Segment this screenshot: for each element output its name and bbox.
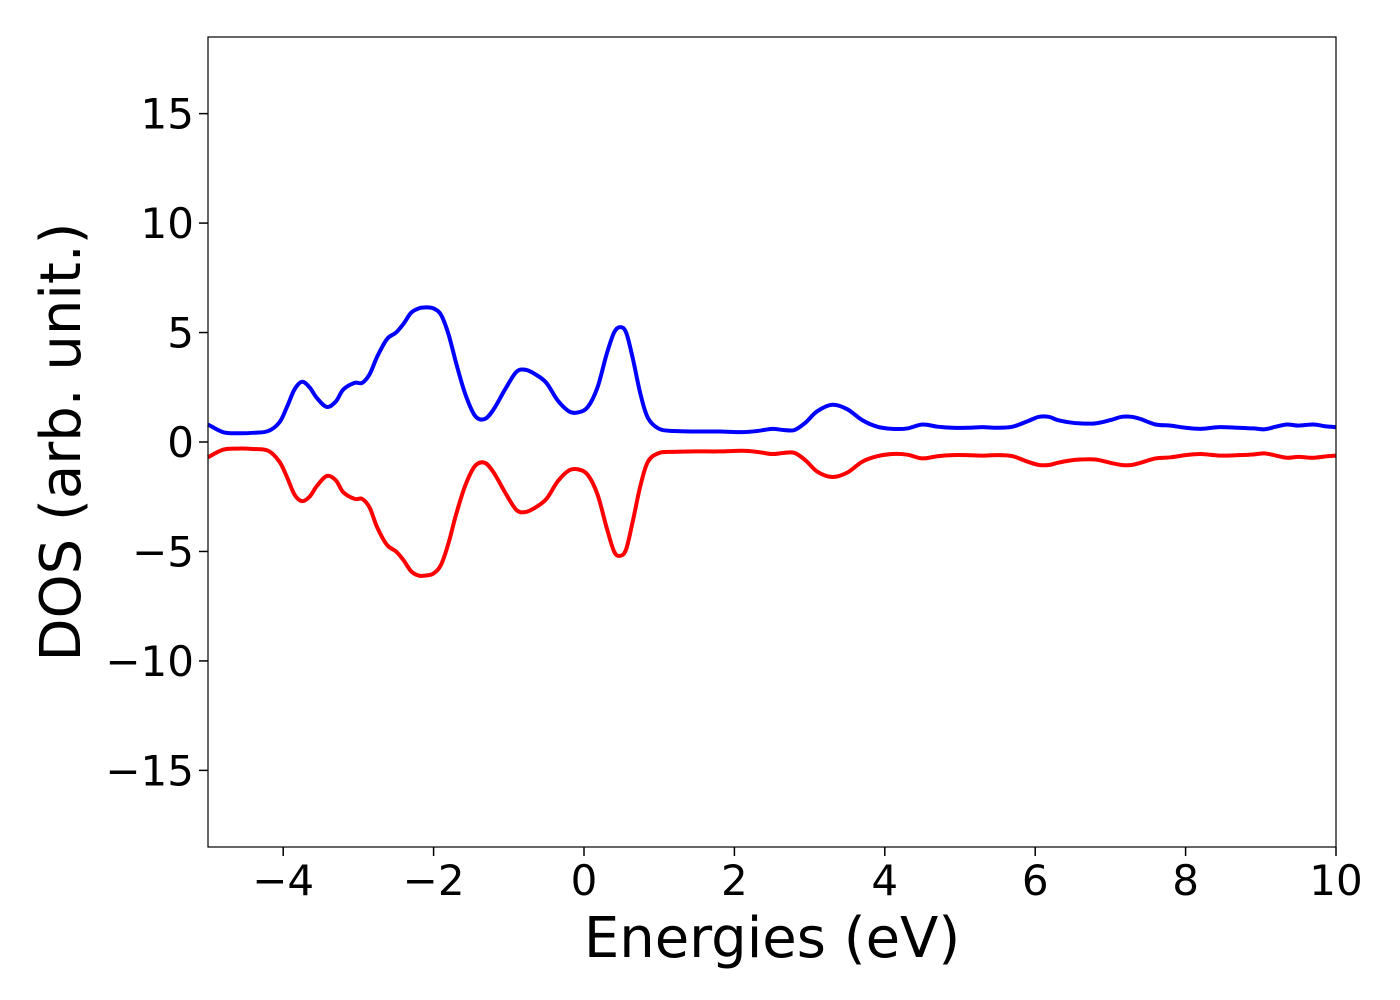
x-tick-label: 2	[721, 856, 748, 905]
x-tick-label: 4	[871, 856, 898, 905]
x-tick-label: 8	[1172, 856, 1199, 905]
x-tick-label: 10	[1309, 856, 1362, 905]
x-tick-label: 6	[1022, 856, 1049, 905]
y-tick-label: 0	[167, 418, 194, 467]
x-tick-label: 0	[571, 856, 598, 905]
y-tick-label: 15	[141, 90, 194, 139]
tick-layer: −4 −2 0 2 4 6 8 10 15 10 5 0 −5 −10 −15	[105, 90, 1362, 905]
spin-down-dos-line	[207, 446, 1337, 578]
x-axis-label: Energies (eV)	[584, 906, 960, 971]
plot-frame	[207, 36, 1337, 848]
y-tick-label: 10	[141, 199, 194, 248]
y-axis-label: DOS (arb. unit.)	[29, 222, 94, 661]
series-layer	[207, 305, 1337, 578]
spin-up-dos-line	[207, 305, 1337, 436]
x-tick-label: −2	[403, 856, 465, 905]
y-tick-label: −10	[105, 637, 194, 686]
y-tick-label: −15	[105, 746, 194, 795]
y-tick-label: 5	[167, 309, 194, 358]
plot-background	[208, 37, 1336, 847]
y-tick-label: −5	[132, 527, 194, 576]
x-tick-label: −4	[252, 856, 314, 905]
